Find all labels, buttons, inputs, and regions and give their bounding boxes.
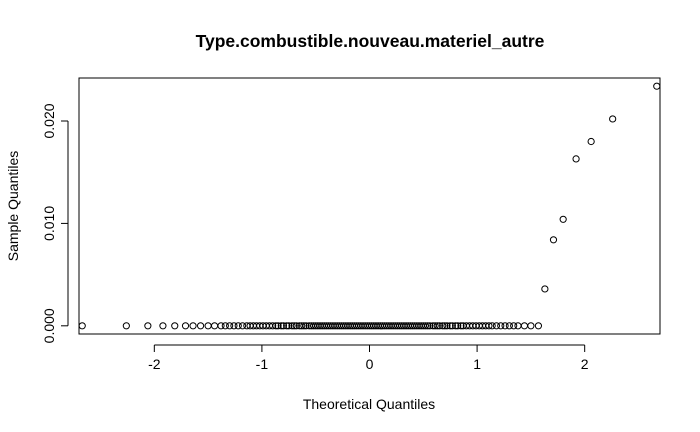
data-point <box>234 322 242 330</box>
data-points <box>78 82 661 330</box>
data-point <box>144 322 152 330</box>
data-point <box>181 322 190 330</box>
data-point <box>454 322 462 330</box>
data-point <box>505 322 513 330</box>
data-point <box>230 322 238 330</box>
data-point <box>274 322 282 330</box>
data-point <box>288 322 296 330</box>
data-point <box>171 322 179 330</box>
data-point <box>272 322 280 330</box>
data-point <box>501 322 509 330</box>
y-tick-label: 0.010 <box>41 206 57 241</box>
chart-title: Type.combustible.nouveau.materiel_autre <box>196 31 545 51</box>
data-point <box>122 322 130 330</box>
x-tick-label: -1 <box>256 356 269 372</box>
data-point <box>217 322 225 330</box>
data-point <box>534 322 543 330</box>
data-point <box>279 322 288 330</box>
data-point <box>527 322 535 330</box>
data-point <box>549 236 558 244</box>
data-point <box>451 322 460 330</box>
data-point <box>446 322 454 330</box>
data-point <box>238 322 247 330</box>
data-point <box>78 322 86 330</box>
data-point <box>292 322 300 330</box>
data-point <box>497 322 505 330</box>
data-point <box>204 322 212 330</box>
data-point <box>520 322 529 330</box>
data-point <box>431 322 439 330</box>
data-point <box>572 155 580 163</box>
x-tick-label: -2 <box>148 356 161 372</box>
data-point <box>298 322 306 330</box>
data-point <box>443 322 451 330</box>
data-point <box>426 322 434 330</box>
data-point <box>421 322 430 330</box>
data-point <box>210 322 219 330</box>
data-point <box>653 82 661 90</box>
data-point <box>485 322 493 330</box>
data-point <box>269 322 277 330</box>
data-point <box>492 322 501 330</box>
data-point <box>300 322 308 330</box>
data-point <box>189 322 197 330</box>
x-tick-label: 2 <box>581 356 589 372</box>
data-point <box>609 115 617 123</box>
data-point <box>441 322 449 330</box>
y-axis-label: Sample Quantiles <box>5 151 21 262</box>
y-axis: 0.000 0.010 0.020 <box>41 103 69 343</box>
data-point <box>283 322 291 330</box>
plot-frame <box>78 77 661 335</box>
data-point <box>488 322 496 330</box>
data-point <box>433 322 441 330</box>
y-tick-label: 0.020 <box>41 103 57 138</box>
data-point <box>457 322 465 330</box>
data-point <box>285 322 293 330</box>
data-point <box>159 322 167 330</box>
data-point <box>559 215 567 223</box>
x-axis: -2 -1 0 1 2 <box>148 344 589 372</box>
data-point <box>290 322 298 330</box>
data-point <box>424 322 432 330</box>
data-point <box>514 322 522 330</box>
data-point <box>221 322 229 330</box>
data-point <box>196 322 205 330</box>
x-axis-label: Theoretical Quantiles <box>303 396 435 412</box>
data-point <box>302 322 310 330</box>
data-point <box>448 322 456 330</box>
data-point <box>587 137 595 146</box>
x-tick-label: 1 <box>473 356 481 372</box>
data-point <box>435 322 444 330</box>
data-point <box>541 285 549 293</box>
y-tick-label: 0.000 <box>41 308 57 343</box>
data-point <box>439 322 447 330</box>
data-point <box>226 322 234 330</box>
data-point <box>277 322 285 330</box>
x-tick-label: 0 <box>366 356 374 372</box>
data-point <box>510 322 518 330</box>
